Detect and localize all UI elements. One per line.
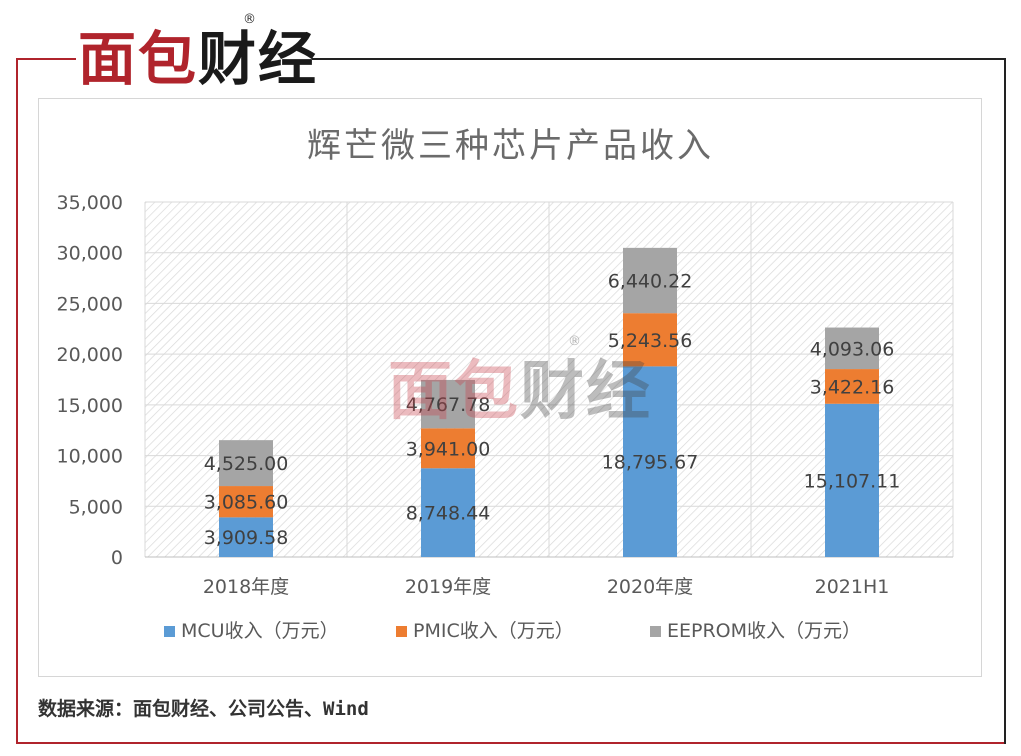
legend-label: PMIC收入（万元） [413,620,574,642]
bar-segment [825,403,879,557]
brand-logo: 面包财经 [78,12,318,96]
watermark-part1: 面包 [388,355,520,429]
y-tick-label: 35,000 [57,192,123,214]
y-tick-label: 5,000 [69,496,123,518]
data-label: 4,093.06 [810,338,895,360]
brand-logo-part1: 面包 [78,25,199,93]
bar-segment [219,517,273,557]
data-label: 4,767.78 [406,394,491,416]
chart-title: 辉芒微三种芯片产品收入 [307,126,714,166]
data-label: 18,795.67 [602,452,699,474]
bar-segment [825,369,879,404]
data-label: 6,440.22 [608,271,693,293]
y-tick-label: 10,000 [57,446,123,468]
data-label: 3,085.60 [204,492,289,514]
y-tick-label: 0 [111,547,123,569]
legend-label: EEPROM收入（万元） [667,620,861,642]
bar-segment [623,247,677,314]
frame-top-black-line [312,58,1006,60]
frame-top-red-line [16,58,76,60]
x-tick-label: 2021H1 [815,576,890,598]
legend-swatch [650,626,661,637]
frame-left-line [16,58,18,744]
x-tick-label: 2018年度 [203,576,289,598]
data-label: 15,107.11 [804,470,901,492]
data-label: 4,525.00 [204,453,289,475]
bar-segment [219,486,273,518]
watermark-logo: 面包财经 [388,340,652,432]
bar-segment [219,440,273,487]
source-note: 数据来源：面包财经、公司公告、Wind [38,698,369,720]
data-label: 5,243.56 [608,330,693,352]
watermark-registered-mark: ® [568,334,581,349]
y-tick-label: 30,000 [57,243,123,265]
frame-right-line [1004,58,1006,744]
watermark-part2: 财经 [520,355,652,429]
bar-segment [623,366,677,557]
y-tick-label: 15,000 [57,395,123,417]
brand-logo-part2: 财经 [198,25,319,93]
legend-swatch [164,626,175,637]
bar-segment [421,428,475,469]
legend-swatch [396,626,407,637]
frame-bottom-line [16,742,1004,744]
y-tick-label: 25,000 [57,293,123,315]
data-label: 3,422.16 [810,376,895,398]
bar-segment [421,379,475,429]
data-label: 8,748.44 [406,503,491,525]
x-tick-label: 2020年度 [607,576,693,598]
bar-segment [623,313,677,367]
bar-segment [421,468,475,557]
bar-segment [825,327,879,370]
registered-mark: ® [243,12,256,27]
y-tick-label: 20,000 [57,344,123,366]
x-tick-label: 2019年度 [405,576,491,598]
data-label: 3,909.58 [204,527,289,549]
data-label: 3,941.00 [406,438,491,460]
legend-label: MCU收入（万元） [181,620,339,642]
